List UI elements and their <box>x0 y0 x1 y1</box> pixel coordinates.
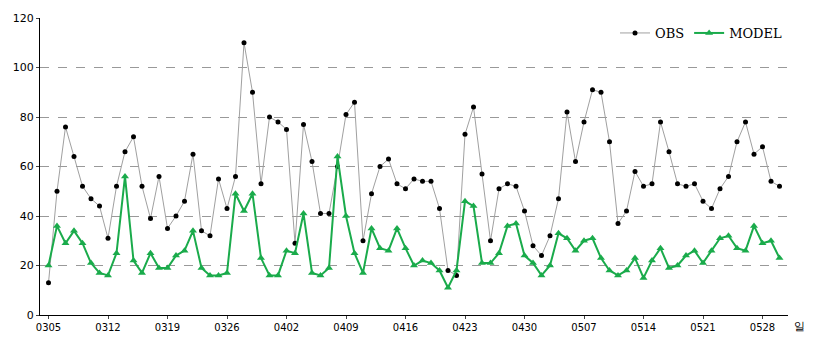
svg-text:60: 60 <box>20 160 34 173</box>
svg-text:0409: 0409 <box>333 322 358 333</box>
svg-text:0430: 0430 <box>512 322 537 333</box>
svg-text:MODEL: MODEL <box>729 26 782 41</box>
svg-text:0305: 0305 <box>36 322 61 333</box>
svg-text:0416: 0416 <box>393 322 418 333</box>
svg-text:80: 80 <box>20 111 34 124</box>
svg-text:20: 20 <box>20 259 34 272</box>
svg-text:0312: 0312 <box>95 322 120 333</box>
svg-text:0514: 0514 <box>631 322 656 333</box>
svg-text:0423: 0423 <box>452 322 477 333</box>
svg-text:0521: 0521 <box>690 322 715 333</box>
svg-text:0402: 0402 <box>274 322 299 333</box>
svg-text:120: 120 <box>13 12 34 25</box>
svg-text:0507: 0507 <box>571 322 596 333</box>
svg-text:OBS: OBS <box>655 26 684 41</box>
svg-text:0528: 0528 <box>750 322 775 333</box>
svg-text:일: 일 <box>794 320 805 333</box>
svg-text:0: 0 <box>27 309 34 322</box>
svg-text:40: 40 <box>20 210 34 223</box>
svg-text:0319: 0319 <box>155 322 180 333</box>
svg-text:100: 100 <box>13 61 34 74</box>
svg-text:0326: 0326 <box>214 322 239 333</box>
